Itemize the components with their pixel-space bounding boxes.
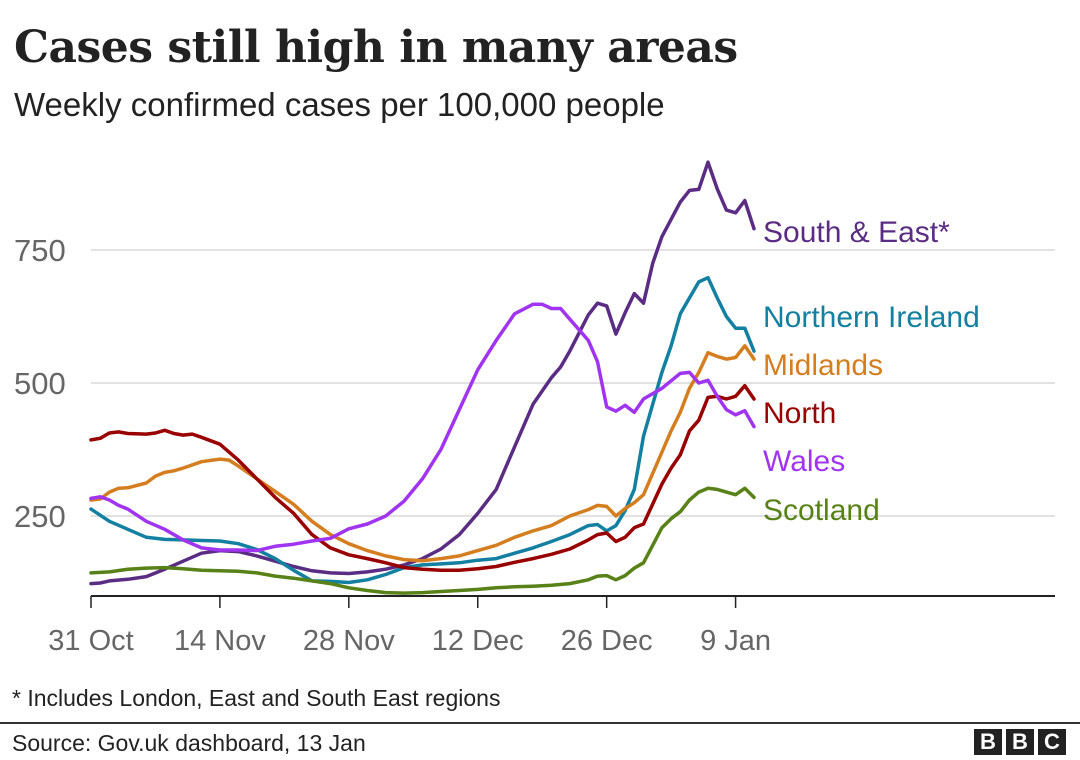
chart-subtitle: Weekly confirmed cases per 100,000 peopl…: [14, 86, 665, 123]
series-label: North: [763, 397, 836, 430]
series-label: Wales: [763, 445, 845, 478]
x-tick-label: 26 Dec: [561, 625, 653, 657]
series-label: Midlands: [763, 349, 883, 382]
footer-divider: [0, 722, 1080, 724]
line-chart: 250 500 750 31 Oct 14 Nov 28 Nov 12 Dec 26 Dec…: [14, 160, 1055, 657]
series-lines: [89, 160, 756, 595]
bbc-logo-letter: C: [1038, 729, 1066, 755]
x-tick-label: 14 Nov: [174, 625, 266, 657]
series-label: Scotland: [763, 494, 880, 527]
y-tick-label: 750: [14, 233, 66, 268]
bbc-logo-letter: B: [974, 729, 1002, 755]
x-tick-label: 9 Jan: [700, 625, 771, 657]
y-tick-label: 250: [14, 499, 66, 534]
x-tick-label: 28 Nov: [303, 625, 395, 657]
x-tick-label: 31 Oct: [48, 625, 133, 657]
series-line: [89, 302, 756, 553]
series-line: [89, 344, 756, 563]
series-line: [89, 486, 756, 595]
series-line: [89, 275, 756, 585]
bbc-logo-letter: B: [1006, 729, 1034, 755]
x-tick-label: 12 Dec: [432, 625, 524, 657]
bbc-logo: B B C: [974, 729, 1066, 755]
chart-title: Cases still high in many areas: [14, 22, 738, 73]
series-line: [89, 383, 756, 573]
footnote: * Includes London, East and South East r…: [12, 685, 501, 711]
series-label: Northern Ireland: [763, 301, 980, 334]
series-line: [89, 160, 756, 586]
series-labels: South & East* Northern Ireland Midlands Nor…: [763, 216, 980, 527]
y-tick-label: 500: [14, 366, 66, 401]
y-axis-labels: 250 500 750: [14, 233, 66, 534]
source-note: Source: Gov.uk dashboard, 13 Jan: [12, 730, 366, 756]
x-axis: 31 Oct 14 Nov 28 Nov 12 Dec 26 Dec 9 Jan: [48, 595, 1055, 657]
gridlines: [91, 249, 1055, 517]
series-label: South & East*: [763, 216, 950, 249]
